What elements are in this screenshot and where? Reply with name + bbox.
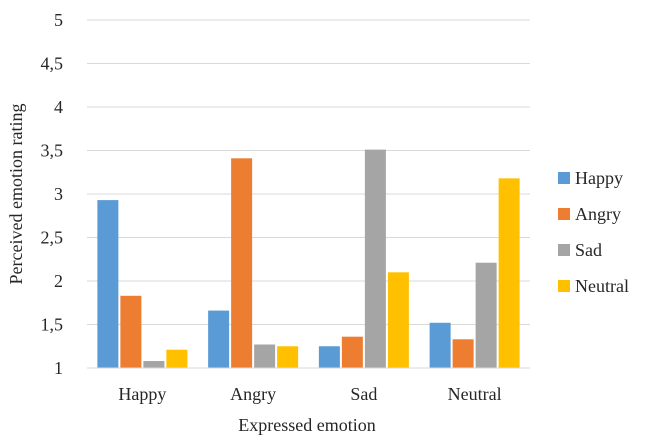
bar-happy-angry <box>208 310 230 368</box>
legend-label-happy: Happy <box>575 168 623 188</box>
bar-neutral-angry <box>277 346 299 368</box>
y-tick-label: 1 <box>54 358 63 378</box>
bar-sad-angry <box>254 344 276 368</box>
bar-happy-happy <box>97 200 119 368</box>
y-tick-label: 2 <box>54 271 63 291</box>
bar-neutral-sad <box>387 272 409 368</box>
bar-sad-neutral <box>475 262 497 368</box>
legend-swatch-angry <box>558 208 570 220</box>
legend-label-angry: Angry <box>575 204 621 224</box>
y-tick-label: 3 <box>54 184 63 204</box>
x-axis-title: Expressed emotion <box>238 415 375 435</box>
bar-angry-happy <box>120 295 142 368</box>
bar-neutral-happy <box>166 349 188 368</box>
bar-neutral-neutral <box>498 178 520 368</box>
y-tick-label: 5 <box>54 10 63 30</box>
x-tick-label: Neutral <box>448 384 502 404</box>
y-tick-label: 3,5 <box>41 141 64 161</box>
bar-angry-angry <box>231 158 253 368</box>
x-axis-ticks: Happy Angry Sad Neutral <box>118 384 501 404</box>
bar-angry-sad <box>341 336 363 368</box>
y-tick-label: 4 <box>54 97 63 117</box>
x-tick-label: Happy <box>118 384 166 404</box>
bar-happy-sad <box>318 346 340 368</box>
gridlines <box>87 19 530 325</box>
x-tick-label: Angry <box>230 384 276 404</box>
bars <box>97 149 520 368</box>
bar-happy-neutral <box>429 322 451 368</box>
bar-sad-happy <box>143 361 165 368</box>
y-axis-ticks: 1 1,5 2 2,5 3 3,5 4 4,5 5 <box>41 10 64 378</box>
legend: Happy Angry Sad Neutral <box>558 168 629 296</box>
legend-label-neutral: Neutral <box>575 276 629 296</box>
legend-label-sad: Sad <box>575 240 602 260</box>
y-tick-label: 4,5 <box>41 54 64 74</box>
y-axis-title: Perceived emotion rating <box>6 104 26 285</box>
legend-swatch-neutral <box>558 280 570 292</box>
legend-swatch-happy <box>558 172 570 184</box>
y-tick-label: 2,5 <box>41 228 64 248</box>
legend-swatch-sad <box>558 244 570 256</box>
y-tick-label: 1,5 <box>41 315 64 335</box>
bar-sad-sad <box>364 149 386 368</box>
x-tick-label: Sad <box>350 384 377 404</box>
bar-angry-neutral <box>452 339 474 368</box>
